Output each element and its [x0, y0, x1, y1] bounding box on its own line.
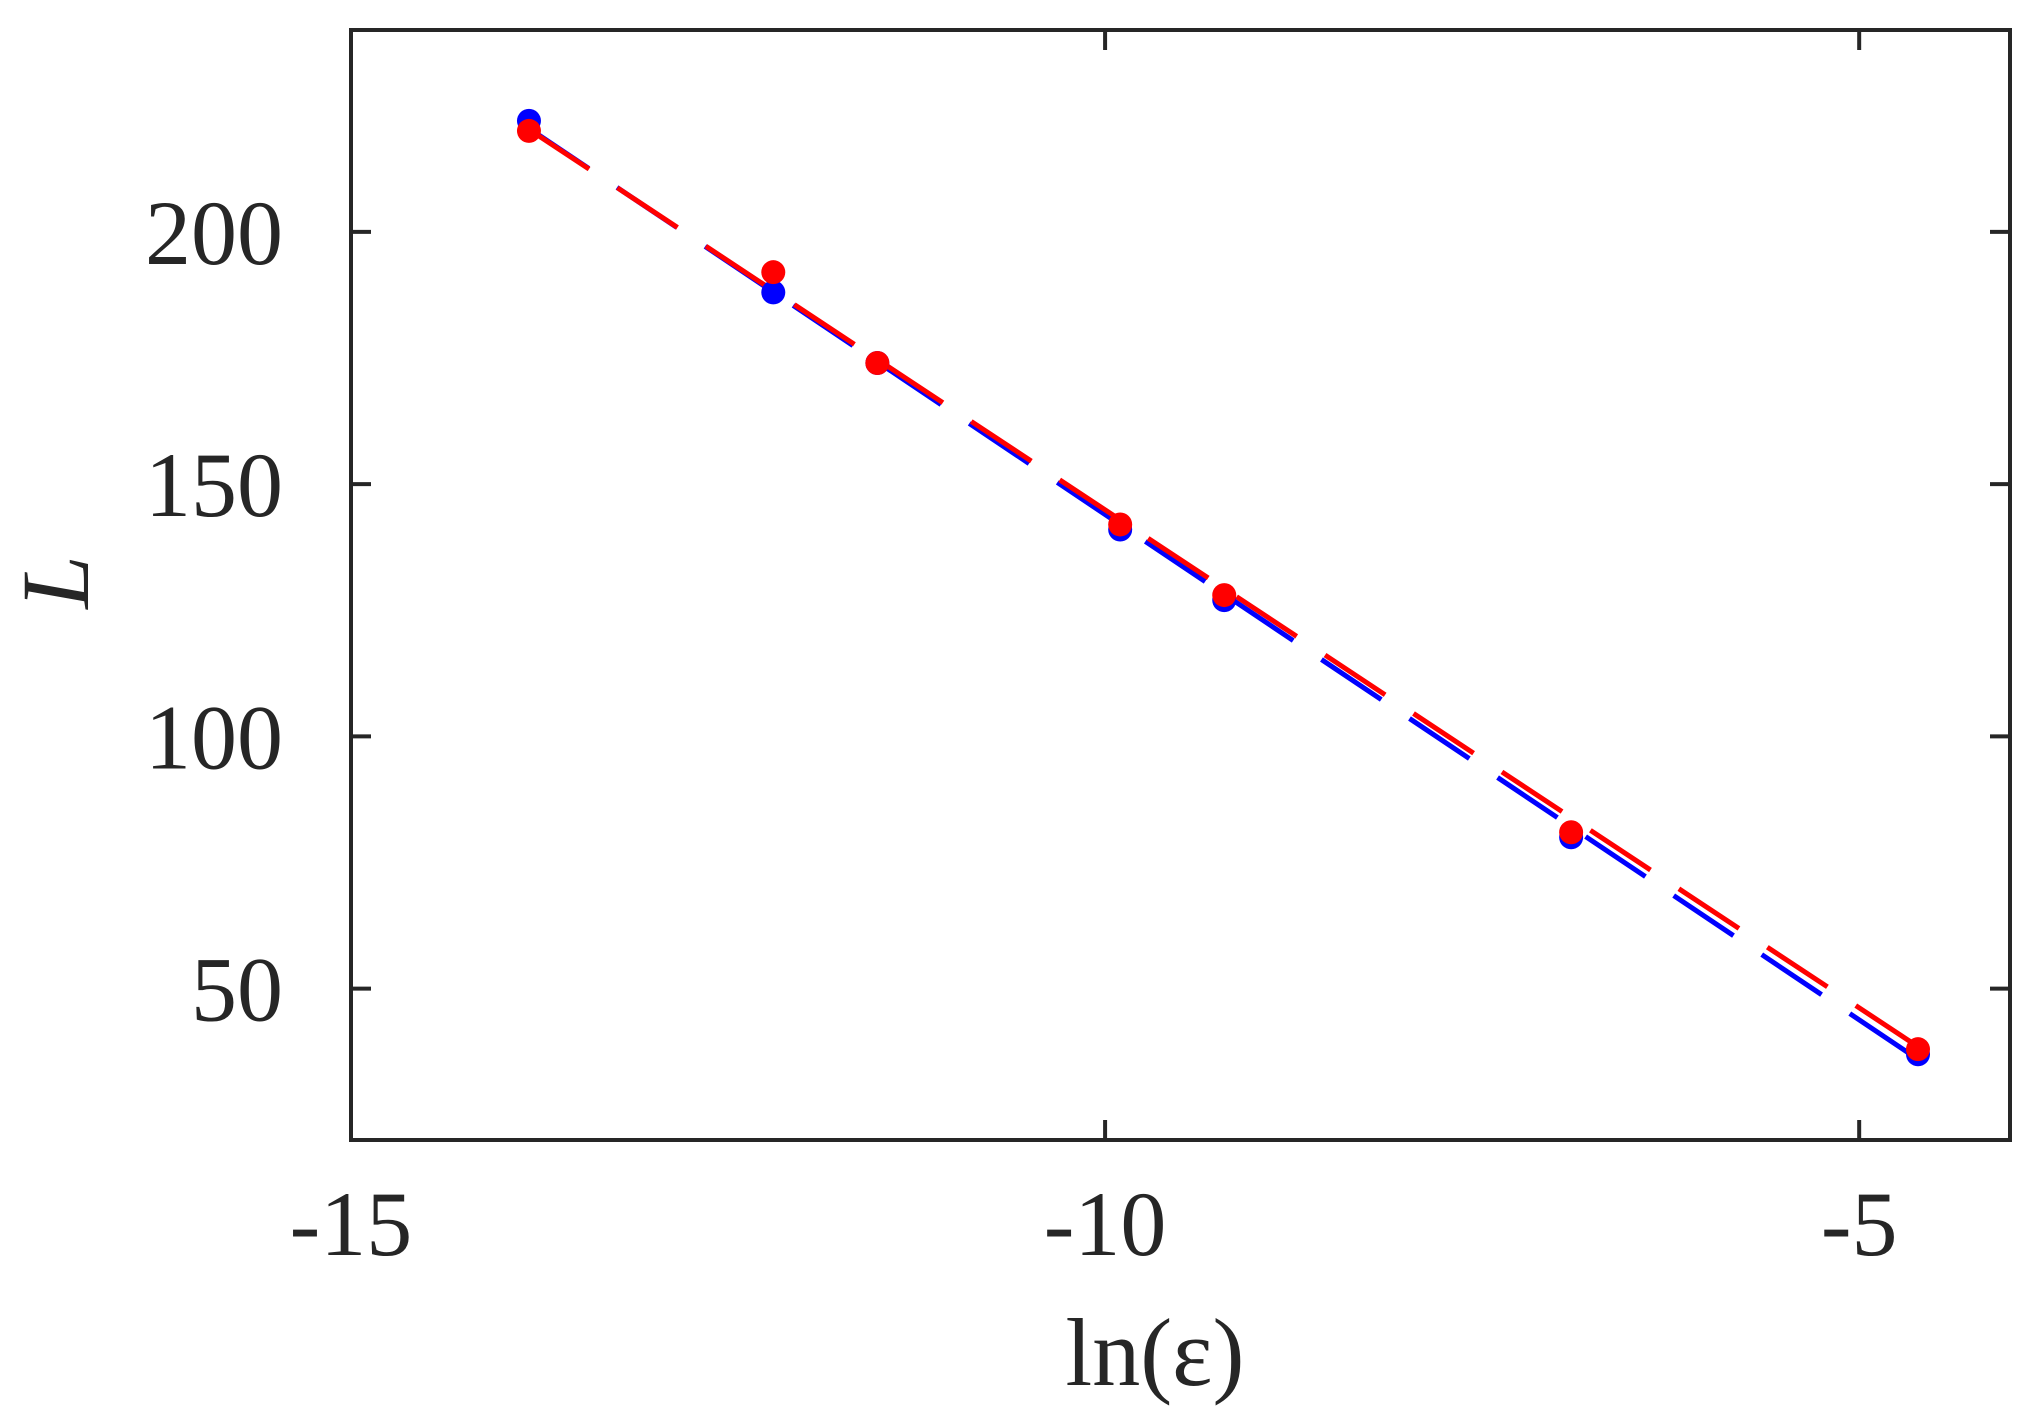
series-2-point-1	[516, 118, 541, 143]
series-2-point-7	[1906, 1037, 1931, 1062]
series-2-point-6	[1559, 820, 1584, 845]
y-axis-label: L	[2, 555, 109, 610]
x-axis-label: ln(ε)	[1066, 1299, 1245, 1406]
x-tick-label-3: -5	[1821, 1173, 1898, 1275]
series-2-point-4	[1108, 512, 1133, 537]
y-tick-label-2: 100	[145, 686, 283, 788]
series-1-point-2	[761, 280, 786, 305]
axes: -15 -10 -5 50 100 150 200	[145, 28, 2012, 1275]
x-tick-label-1: -15	[290, 1173, 413, 1275]
y-tick-label-1: 50	[191, 939, 283, 1041]
series-2-point-5	[1212, 583, 1237, 608]
series-2-fit-line	[527, 127, 1920, 1049]
y-tick-label-3: 150	[145, 434, 283, 536]
series-2-point-2	[761, 260, 786, 285]
y-tick-label-4: 200	[145, 182, 283, 284]
plot-area	[516, 108, 1931, 1067]
x-tick-label-2: -10	[1044, 1173, 1167, 1275]
axes-box	[349, 28, 2012, 1142]
series-2-point-3	[865, 351, 890, 375]
